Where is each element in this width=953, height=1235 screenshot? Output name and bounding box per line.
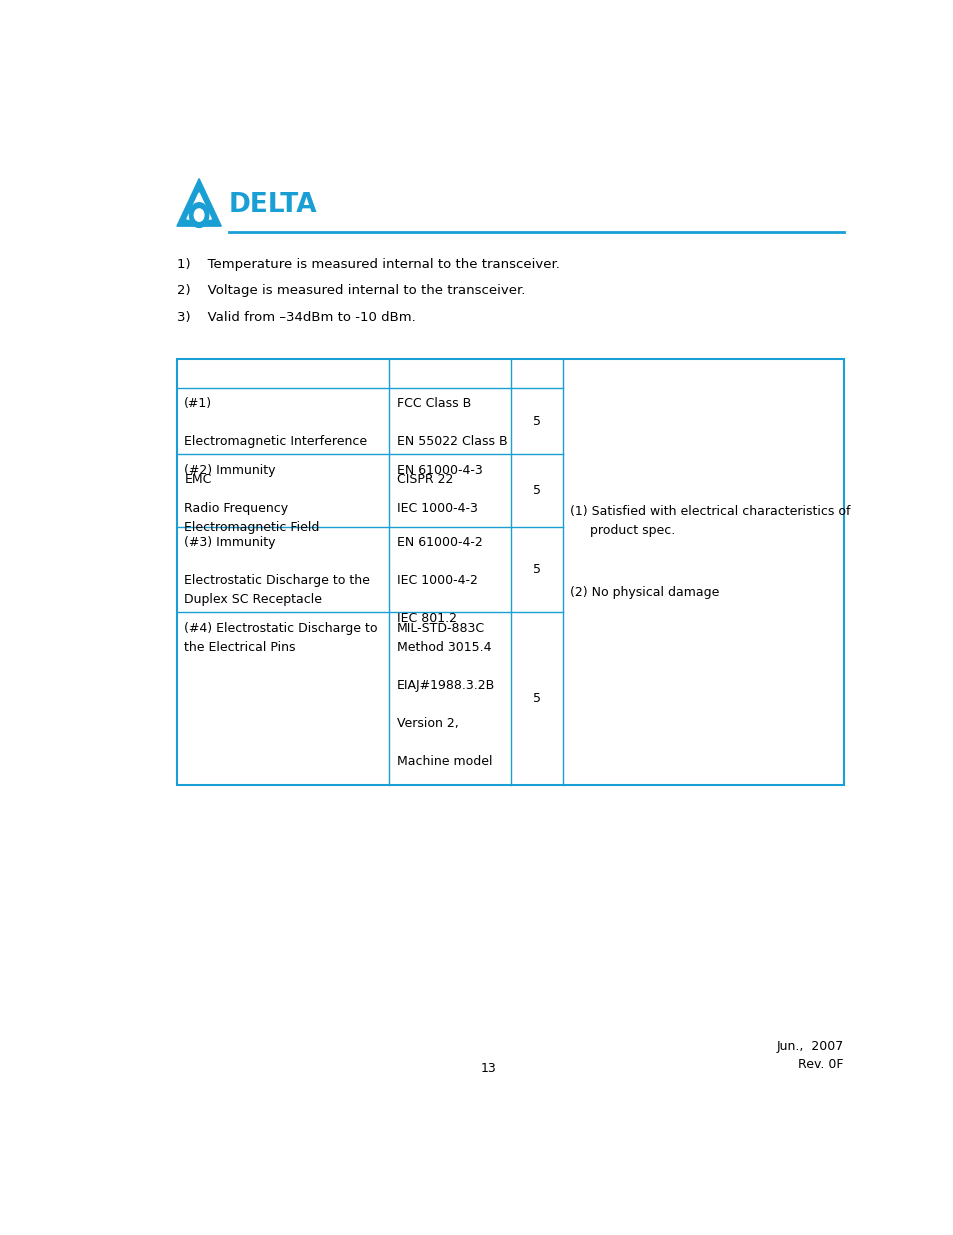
Text: (2) No physical damage: (2) No physical damage bbox=[570, 585, 719, 599]
Text: DELTA: DELTA bbox=[229, 193, 317, 219]
Bar bbox=[176, 359, 842, 785]
Text: (#3) Immunity

Electrostatic Discharge to the
Duplex SC Receptacle: (#3) Immunity Electrostatic Discharge to… bbox=[184, 536, 370, 606]
Text: 3)    Valid from –34dBm to -10 dBm.: 3) Valid from –34dBm to -10 dBm. bbox=[176, 311, 416, 324]
Text: (1) Satisfied with electrical characteristics of
     product spec.: (1) Satisfied with electrical characteri… bbox=[570, 505, 850, 537]
Text: MIL-STD-883C
Method 3015.4

EIAJ#1988.3.2B

Version 2,

Machine model: MIL-STD-883C Method 3015.4 EIAJ#1988.3.2… bbox=[396, 621, 495, 768]
Text: 5: 5 bbox=[533, 415, 540, 427]
Circle shape bbox=[190, 203, 209, 227]
Text: EN 61000-4-2

IEC 1000-4-2

IEC 801.2: EN 61000-4-2 IEC 1000-4-2 IEC 801.2 bbox=[396, 536, 482, 625]
Text: Jun.,  2007
Rev. 0F: Jun., 2007 Rev. 0F bbox=[776, 1040, 842, 1071]
Text: 5: 5 bbox=[533, 484, 540, 496]
Text: 2)    Voltage is measured internal to the transceiver.: 2) Voltage is measured internal to the t… bbox=[176, 284, 525, 298]
Text: (#2) Immunity

Radio Frequency
Electromagnetic Field: (#2) Immunity Radio Frequency Electromag… bbox=[184, 464, 319, 534]
Text: (#1)

Electromagnetic Interference

EMC: (#1) Electromagnetic Interference EMC bbox=[184, 398, 367, 487]
Text: 1)    Temperature is measured internal to the transceiver.: 1) Temperature is measured internal to t… bbox=[176, 258, 559, 270]
Polygon shape bbox=[176, 179, 221, 226]
Text: EN 61000-4-3

IEC 1000-4-3: EN 61000-4-3 IEC 1000-4-3 bbox=[396, 464, 482, 515]
Text: 5: 5 bbox=[533, 563, 540, 576]
Circle shape bbox=[194, 209, 204, 221]
Text: FCC Class B

EN 55022 Class B

CISPR 22: FCC Class B EN 55022 Class B CISPR 22 bbox=[396, 398, 507, 487]
Polygon shape bbox=[187, 193, 211, 219]
Text: 5: 5 bbox=[533, 693, 540, 705]
Text: (#4) Electrostatic Discharge to
the Electrical Pins: (#4) Electrostatic Discharge to the Elec… bbox=[184, 621, 377, 653]
Text: 13: 13 bbox=[480, 1062, 497, 1076]
